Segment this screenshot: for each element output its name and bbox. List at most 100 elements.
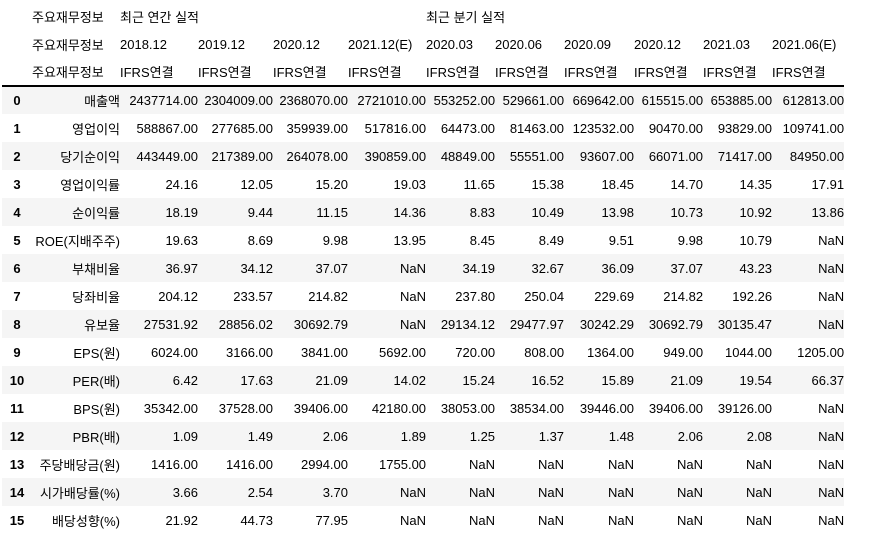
table-row: 8 유보율 27531.92 28856.02 30692.79 NaN 29134.12 2… [2, 310, 845, 338]
cell-value: 5692.00 [379, 344, 427, 360]
cell-value: NaN [469, 512, 496, 528]
cell-value: 250.04 [524, 288, 565, 304]
period-header: 2018.12 [120, 36, 167, 52]
cell-value: 42180.00 [371, 400, 427, 416]
table-row: 9 EPS(원) 6024.00 3166.00 3841.00 5692.00 720.0… [2, 338, 844, 366]
cell-value: 15.38 [531, 176, 565, 192]
cell-value: 30692.79 [293, 316, 348, 332]
cell-value: 229.69 [594, 288, 635, 304]
cell-value: 93829.00 [717, 120, 773, 136]
row-index: 6 [13, 260, 21, 276]
cell-value: 8.45 [469, 232, 496, 248]
cell-value: NaN [677, 484, 704, 500]
row-index: 10 [9, 372, 25, 388]
row-label: 부채비율 [72, 261, 120, 277]
cell-value: 1205.00 [797, 344, 845, 360]
cell-value: 39446.00 [579, 400, 635, 416]
cell-value: 77.95 [315, 512, 348, 528]
financial-table: 주요재무정보 최근 연간 실적 최근 분기 실적 주요재무정보 2018.12 2… [2, 2, 845, 534]
cell-value: 11.65 [463, 176, 496, 192]
row-label: 순이익률 [72, 205, 120, 221]
cell-value: 2994.00 [301, 456, 348, 472]
group-header-row: 주요재무정보 최근 연간 실적 최근 분기 실적 [2, 2, 844, 30]
row-label: PBR(배) [72, 429, 120, 445]
cell-value: 8.83 [469, 204, 496, 220]
table-row: 10 PER(배) 6.42 17.63 21.09 14.02 15.24 16.52 15.… [2, 366, 845, 394]
table-row: 2 당기순이익 443449.00 217389.00 264078.00 390859.… [2, 142, 845, 170]
cell-value: 48849.00 [440, 148, 496, 164]
cell-value: 30135.47 [717, 316, 773, 332]
cell-value: NaN [818, 232, 845, 248]
cell-value: 9.98 [677, 232, 704, 248]
cell-value: 15.89 [601, 372, 635, 388]
cell-value: 669642.00 [572, 93, 635, 108]
cell-value: 615515.00 [641, 93, 704, 108]
cell-value: 14.02 [393, 372, 427, 388]
period-header: 2020.03 [426, 36, 474, 52]
row-label: PER(배) [72, 373, 120, 389]
cell-value: NaN [400, 512, 427, 528]
accounting-standard-header: IFRS연결 [564, 58, 635, 87]
cell-value: 28856.02 [218, 316, 273, 332]
cell-value: NaN [746, 484, 773, 500]
cell-value: 10.49 [531, 204, 565, 220]
cell-value: 1416.00 [151, 456, 198, 472]
period-header: 2020.12 [634, 36, 682, 52]
cell-value: 21.09 [670, 372, 704, 388]
cell-value: 1.49 [247, 428, 273, 444]
cell-value: 16.52 [531, 372, 565, 388]
cell-value: NaN [538, 512, 565, 528]
annual-group-header: 최근 연간 실적 [120, 9, 199, 25]
cell-value: NaN [608, 512, 635, 528]
cell-value: 90470.00 [648, 120, 704, 136]
table-row: 3 영업이익률 24.16 12.05 15.20 19.03 11.65 15.38 18.4… [2, 170, 844, 198]
index-corner-cell [2, 30, 32, 58]
table-row: 7 당좌비율 204.12 233.57 214.82 NaN 237.80 250.04 22… [2, 282, 844, 310]
index-corner-cell [2, 2, 32, 30]
cell-value: NaN [469, 484, 496, 500]
cell-value: 36.97 [165, 260, 198, 276]
row-index: 13 [9, 456, 25, 472]
cell-value: 15.20 [315, 176, 348, 192]
cell-value: 2437714.00 [129, 93, 198, 108]
index-name-header: 주요재무정보 [32, 37, 104, 53]
cell-value: 6024.00 [151, 344, 198, 360]
cell-value: 949.00 [663, 344, 704, 360]
period-header: 2020.09 [564, 36, 612, 52]
cell-value: NaN [469, 456, 496, 472]
row-index: 8 [13, 316, 21, 332]
cell-value: 38534.00 [509, 400, 565, 416]
cell-value: 3166.00 [226, 344, 273, 360]
cell-value: 264078.00 [286, 148, 348, 164]
cell-value: 277685.00 [211, 120, 273, 136]
row-index: 4 [13, 204, 21, 220]
row-label: 주당배당금(원) [39, 457, 120, 473]
index-name-header: 주요재무정보 [32, 58, 120, 87]
row-index: 0 [13, 93, 21, 108]
cell-value: 13.95 [393, 232, 427, 248]
row-index: 1 [13, 120, 21, 136]
row-label: 영업이익률 [60, 177, 120, 193]
cell-value: NaN [677, 512, 704, 528]
cell-value: 1.48 [608, 428, 635, 444]
row-index: 15 [9, 512, 25, 528]
row-label: BPS(원) [73, 401, 120, 417]
cell-value: 3.70 [322, 484, 348, 500]
cell-value: 123532.00 [572, 120, 635, 136]
cell-value: 109741.00 [782, 120, 845, 136]
cell-value: 612813.00 [782, 93, 845, 108]
cell-value: 34.12 [240, 260, 273, 276]
cell-value: NaN [677, 456, 704, 472]
accounting-standard-header: IFRS연결 [198, 58, 273, 87]
cell-value: 192.26 [732, 288, 773, 304]
cell-value: 93607.00 [579, 148, 635, 164]
cell-value: 55551.00 [509, 148, 565, 164]
row-label: 당좌비율 [72, 289, 120, 305]
row-label: 유보율 [84, 317, 120, 333]
cell-value: 9.44 [247, 204, 273, 220]
cell-value: NaN [818, 260, 845, 276]
cell-value: 35342.00 [143, 400, 198, 416]
cell-value: 1.89 [400, 428, 427, 444]
cell-value: 27531.92 [143, 316, 198, 332]
